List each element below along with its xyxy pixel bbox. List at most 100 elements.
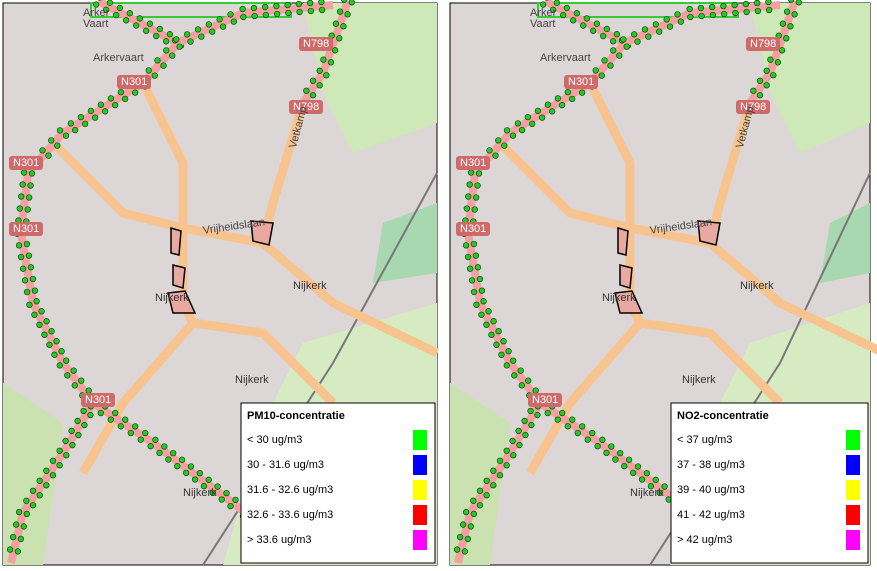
receptor-point [492,152,499,159]
receptor-point [559,409,566,417]
receptor-point [686,5,693,13]
road-shield [456,156,490,170]
receptor-point [31,287,39,294]
building-outline [167,290,197,314]
receptor-point [473,301,480,308]
receptor-point [754,7,762,15]
receptor-point [132,22,140,29]
receptor-point [631,31,638,38]
receptor-point [589,429,596,437]
legend-swatch [413,530,427,550]
receptor-point [478,287,486,294]
receptor-point [509,132,517,139]
receptor-point [173,36,180,43]
receptor-point [132,423,139,430]
receptor-point [240,13,247,21]
receptor-point [285,9,292,17]
map-label: N301 [532,394,558,406]
map-label: N301 [13,223,39,235]
receptor-point [465,193,472,200]
receptor-point [24,206,31,213]
receptor-point [623,43,630,50]
road-shield [456,222,490,236]
legend-box [670,402,869,564]
road-shield [289,100,323,114]
receptor-point [331,47,339,54]
receptor-point [742,0,750,8]
receptor-point [756,92,764,99]
receptor-point [652,21,659,28]
receptor-point [209,489,216,497]
receptor-point [251,12,258,20]
receptor-point [127,429,134,437]
receptor-point [184,31,191,38]
receptor-point [344,11,351,18]
receptor-point [284,1,291,9]
receptor-point [641,26,649,33]
main-road [623,1,781,47]
receptor-point [170,449,177,457]
receptor-point [318,6,326,14]
receptor-point [476,502,484,509]
receptor-point [62,437,69,445]
receptor-point [23,240,31,248]
receptor-point [295,0,303,8]
map-label: Arkervaart [540,52,591,64]
receptor-point [122,17,130,24]
receptor-point [56,462,63,469]
receptor-point [29,275,37,283]
receptor-point [69,441,76,449]
receptor-point [490,467,497,474]
legend-label: 30 - 31.6 ug/m3 [247,459,324,471]
receptor-point [503,462,510,469]
receptor-point [476,487,484,494]
map-label: N798 [303,38,329,50]
receptor-point [46,341,53,348]
receptor-point [528,120,536,128]
receptor-point [262,11,270,19]
receptor-point [515,427,522,435]
receptor-point [652,476,659,483]
receptor-point [524,113,532,121]
receptor-point [656,28,663,35]
road-shield [299,37,333,51]
receptor-point [63,357,70,364]
map-label: N798 [740,101,766,113]
receptor-point [309,92,317,99]
receptor-point [19,181,26,188]
map-label: Arker [530,7,557,19]
receptor-point [594,443,601,450]
legend-label: < 37 ug/m3 [677,434,732,446]
receptor-point [625,456,633,463]
receptor-point [534,411,541,419]
receptor-point [630,469,637,477]
building-outline [617,226,629,256]
map-label: N301 [85,394,111,406]
building-outline [172,264,186,289]
receptor-point [176,43,183,50]
map-label: N301 [568,76,594,88]
receptor-point [765,0,772,6]
receptor-point [563,4,571,12]
receptor-point [456,533,464,541]
receptor-point [183,469,190,477]
receptor-point [214,483,221,490]
receptor-point [25,252,33,259]
receptor-point [75,431,82,439]
receptor-point [753,0,761,7]
receptor-point [15,242,23,249]
receptor-point [216,16,223,23]
road [192,318,337,407]
map-label: Vaart [83,18,108,30]
receptor-point [516,441,523,449]
map-label: Nijkerk [682,374,716,386]
map-label: Nijkerk [602,292,636,304]
receptor-point [617,449,624,457]
receptor-point [732,9,739,17]
receptor-point [743,8,750,16]
road-shield [746,37,780,51]
receptor-point [525,377,532,384]
map-label: Arker [83,7,110,19]
receptor-point [490,482,497,489]
